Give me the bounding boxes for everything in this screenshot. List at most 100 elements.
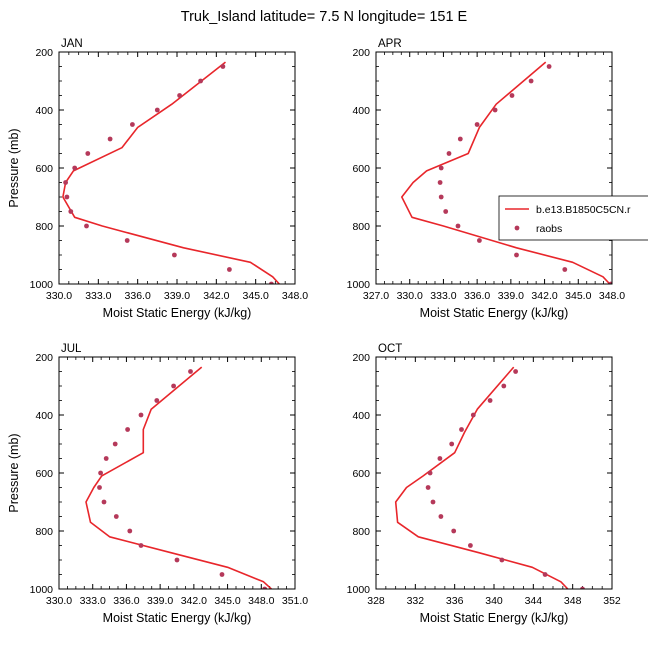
apr-raobs-point xyxy=(438,194,444,200)
apr-raobs-point xyxy=(546,64,552,69)
jan-raobs-point xyxy=(130,122,135,127)
apr-raobs-point xyxy=(528,78,534,84)
apr-panel-label: APR xyxy=(378,38,402,50)
jan-ytick-label: 1000 xyxy=(30,279,54,291)
jul-xtick-label: 345.0 xyxy=(214,595,240,607)
jul-plot-frame xyxy=(58,356,296,590)
apr-ytick-label: 800 xyxy=(352,221,370,233)
figure-title: Truk_Island latitude= 7.5 N longitude= 1… xyxy=(181,9,468,25)
oct-raobs-point xyxy=(449,441,455,447)
oct-xtick-label: 332 xyxy=(407,595,425,607)
oct-xtick-label: 348 xyxy=(564,595,582,607)
jul-xtick-label: 330.0 xyxy=(46,595,72,607)
oct-ytick-label: 800 xyxy=(352,526,370,538)
jul-model-line xyxy=(85,366,272,589)
jul-ytick-label: 200 xyxy=(35,352,53,364)
apr-raobs-point xyxy=(474,122,480,127)
jan-ytick-label: 200 xyxy=(35,47,53,59)
jul-ytick-label: 800 xyxy=(35,526,53,538)
jan-panel: 330.0 333.0 336.0 339.0 342.0 345.0 348.0 200 40… xyxy=(7,38,308,320)
oct-raobs-point xyxy=(427,470,433,476)
jul-raobs-point xyxy=(219,572,225,577)
oct-raobs-point xyxy=(499,557,505,563)
jul-raobs-point xyxy=(127,528,133,534)
jan-raobs-point xyxy=(84,223,89,229)
jul-xtick-label: 351.0 xyxy=(282,595,308,607)
oct-ytick-label: 1000 xyxy=(347,584,371,596)
oct-raobs-point xyxy=(459,427,464,432)
apr-x-axis-label: Moist Static Energy (kJ/kg) xyxy=(420,306,569,320)
jul-raobs-point xyxy=(112,441,118,447)
apr-raobs-point xyxy=(457,136,463,142)
oct-raobs-point xyxy=(580,586,585,589)
oct-xtick-label: 336 xyxy=(446,595,464,607)
apr-raobs-point xyxy=(514,252,519,258)
jul-raobs-point xyxy=(171,383,177,389)
jul-xtick-label: 339.0 xyxy=(147,595,173,607)
jul-xtick-label: 348.0 xyxy=(248,595,274,607)
jul-ytick-label: 600 xyxy=(35,468,53,480)
oct-panel: 328 332 336 340 344 348 352 200 400 600 800 1000 OCT… xyxy=(347,343,621,625)
apr-panel: 327.0 330.0 333.0 336.0 339.0 342.0 345.0 348.0… xyxy=(347,38,648,320)
oct-raobs-point xyxy=(487,398,493,403)
oct-x-axis-label: Moist Static Energy (kJ/kg) xyxy=(420,611,569,625)
oct-model-line xyxy=(394,366,569,589)
jan-y-axis-label: Pressure (mb) xyxy=(7,128,21,207)
jan-panel-label: JAN xyxy=(61,38,83,50)
jul-raobs-point xyxy=(138,412,144,418)
oct-raobs-point xyxy=(501,383,507,389)
jul-raobs-point xyxy=(262,586,268,589)
jul-raobs-point xyxy=(125,427,130,432)
jan-xtick-label: 330.0 xyxy=(46,290,72,302)
jan-raobs-point xyxy=(107,136,113,142)
oct-ytick-label: 400 xyxy=(352,410,370,422)
jan-raobs-point xyxy=(63,180,68,185)
apr-ytick-label: 600 xyxy=(352,163,370,175)
jul-raobs-point xyxy=(188,369,193,374)
apr-ytick-label: 1000 xyxy=(347,279,371,291)
jan-raobs-point xyxy=(85,151,91,156)
oct-raobs-point xyxy=(513,369,518,374)
legend-entry-model: b.e13.B1850C5CN.r xyxy=(536,204,631,216)
apr-xtick-label: 330.0 xyxy=(397,290,423,302)
jul-raobs-point xyxy=(174,557,180,563)
jul-raobs-point xyxy=(101,499,107,505)
jan-raobs-point xyxy=(172,252,177,258)
oct-raobs-point xyxy=(430,499,436,505)
jul-panel-label: JUL xyxy=(61,343,82,355)
oct-raobs-point xyxy=(542,572,548,577)
jan-raobs-point xyxy=(220,64,226,69)
jan-raobs-point xyxy=(68,209,74,214)
oct-raobs-point xyxy=(451,528,457,534)
apr-model-line xyxy=(400,61,611,284)
apr-raobs-point xyxy=(509,93,515,98)
apr-xtick-label: 327.0 xyxy=(363,290,389,302)
jul-ytick-label: 400 xyxy=(35,410,53,422)
apr-plot-frame xyxy=(375,51,613,285)
jan-plot-frame xyxy=(58,51,296,285)
apr-ytick-label: 200 xyxy=(352,47,370,59)
oct-xtick-label: 328 xyxy=(367,595,385,607)
jul-xtick-label: 336.0 xyxy=(113,595,139,607)
jan-raobs-point xyxy=(154,107,160,113)
apr-raobs-point xyxy=(492,107,498,113)
jan-xtick-label: 333.0 xyxy=(85,290,111,302)
jan-ytick-label: 800 xyxy=(35,221,53,233)
apr-xtick-label: 333.0 xyxy=(430,290,456,302)
apr-raobs-point xyxy=(477,238,482,243)
oct-ytick-label: 600 xyxy=(352,468,370,480)
apr-raobs-point xyxy=(608,281,612,284)
jan-xtick-label: 336.0 xyxy=(125,290,151,302)
jan-xtick-label: 348.0 xyxy=(282,290,308,302)
jan-raobs-point xyxy=(227,267,232,272)
apr-xtick-label: 336.0 xyxy=(464,290,490,302)
apr-xtick-label: 348.0 xyxy=(599,290,625,302)
oct-ytick-label: 200 xyxy=(352,352,370,364)
jan-raobs-point xyxy=(72,165,78,171)
jul-x-axis-label: Moist Static Energy (kJ/kg) xyxy=(103,611,252,625)
jan-x-axis-label: Moist Static Energy (kJ/kg) xyxy=(103,306,252,320)
jan-xtick-label: 345.0 xyxy=(243,290,269,302)
oct-raobs-point xyxy=(468,543,473,548)
jul-raobs-point xyxy=(113,514,119,519)
